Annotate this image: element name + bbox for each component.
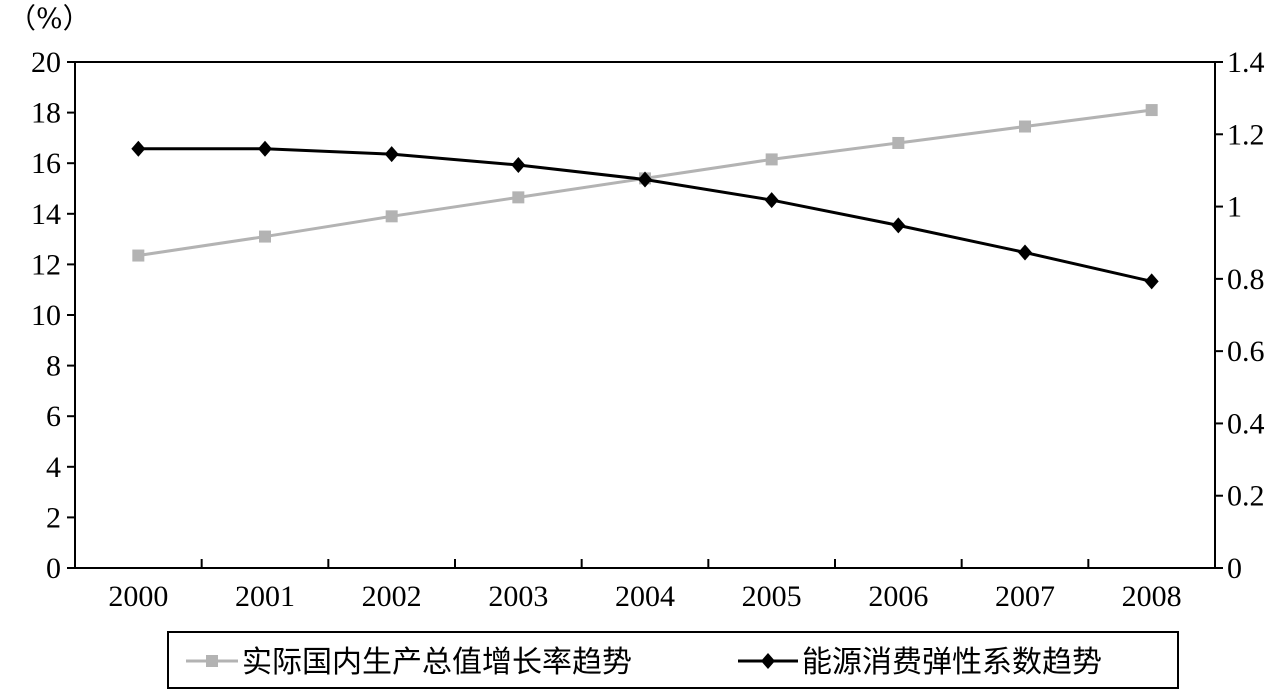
data-point (1018, 244, 1032, 261)
x-tick-label: 2001 (235, 580, 295, 613)
x-tick-label: 2002 (362, 580, 422, 613)
left-tick-label: 0 (46, 552, 61, 585)
data-point (892, 136, 905, 149)
data-point (511, 157, 526, 174)
right-tick-label: 0.2 (1227, 480, 1265, 513)
left-tick-label: 8 (46, 350, 61, 383)
data-point (1144, 273, 1159, 290)
data-point (638, 171, 652, 188)
left-tick-label: 4 (46, 451, 61, 484)
x-tick-label: 2007 (995, 580, 1055, 613)
legend-label: 能源消费弹性系数趋势 (802, 645, 1102, 680)
right-tick-label: 1.2 (1227, 118, 1265, 151)
x-tick-label: 2008 (1122, 580, 1182, 613)
series-layer (131, 104, 1159, 290)
data-point (1145, 104, 1158, 117)
data-point (131, 140, 146, 157)
data-point (764, 192, 779, 209)
data-point (891, 217, 906, 234)
legend-marker (761, 653, 775, 669)
data-point (512, 191, 525, 204)
legend-marker (206, 655, 218, 667)
right-tick-label: 0 (1227, 552, 1242, 585)
data-point (384, 146, 399, 163)
unit-label: （%） (8, 2, 91, 35)
left-tick-label: 10 (31, 299, 61, 332)
data-point (259, 230, 271, 243)
x-tick-label: 2000 (108, 580, 168, 613)
data-point (385, 210, 398, 223)
axes (74, 61, 1216, 569)
legend-entry-1: 实际国内生产总值增长率趋势 (186, 645, 632, 680)
left-tick-label: 6 (46, 400, 61, 433)
left-tick-label: 18 (31, 97, 61, 130)
x-tick-label: 2003 (488, 580, 548, 613)
x-tick-label: 2006 (868, 580, 928, 613)
right-tick-label: 0.8 (1227, 263, 1265, 296)
legend-entry-2: 能源消费弹性系数趋势 (738, 645, 1102, 680)
series-2 (131, 140, 1159, 290)
left-tick-label: 16 (31, 147, 61, 180)
left-tick-label: 12 (31, 248, 61, 281)
x-tick-label: 2004 (615, 580, 675, 613)
left-tick-label: 2 (46, 501, 61, 534)
right-tick-label: 1 (1227, 191, 1242, 224)
data-point (765, 153, 778, 166)
left-axis-ticks: 0 2 4 6 8 10 12 14 16 18 20 (31, 46, 75, 585)
left-tick-label: 14 (31, 198, 61, 231)
right-axis-ticks: 0 0.2 0.4 0.6 0.8 1 1.2 1.4 (1215, 46, 1265, 585)
right-tick-label: 0.4 (1227, 407, 1265, 440)
right-tick-label: 0.6 (1227, 335, 1265, 368)
data-point (258, 140, 272, 157)
legend: 实际国内生产总值增长率趋势 能源消费弹性系数趋势 (167, 631, 1179, 689)
x-tick-label: 2005 (742, 580, 802, 613)
data-point (132, 249, 145, 262)
x-axis-ticks: 2000 2001 2002 2003 2004 2005 2006 2007 2008 (108, 559, 1182, 613)
plot-frame (74, 61, 1216, 569)
data-point (1019, 120, 1031, 133)
series-line (138, 147, 1153, 283)
left-tick-label: 20 (31, 46, 61, 79)
legend-box (167, 631, 1179, 689)
legend-label: 实际国内生产总值增长率趋势 (242, 645, 632, 680)
right-tick-label: 1.4 (1227, 46, 1265, 79)
